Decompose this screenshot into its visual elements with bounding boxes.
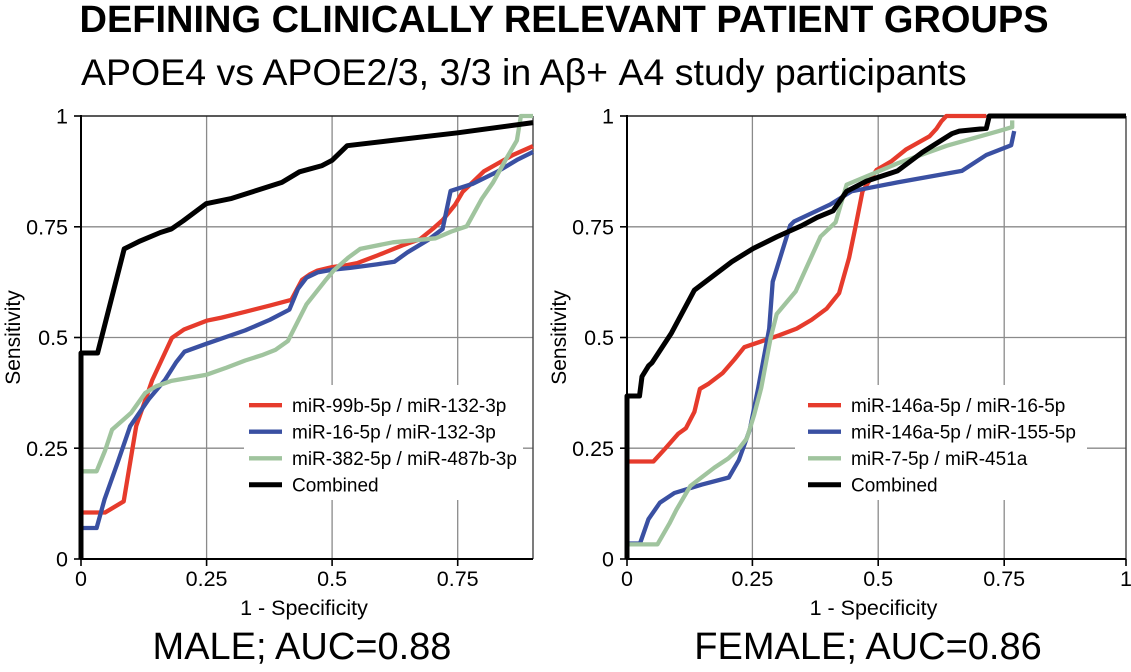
svg-text:0.5: 0.5 [863, 567, 893, 591]
svg-text:0.5: 0.5 [317, 567, 347, 591]
svg-text:miR-146a-5p / miR-16-5p: miR-146a-5p / miR-16-5p [851, 396, 1065, 417]
svg-text:1: 1 [56, 105, 68, 129]
svg-text:0: 0 [602, 548, 614, 572]
svg-text:Sensitivity: Sensitivity [548, 290, 571, 385]
svg-text:Sensitivity: Sensitivity [2, 290, 25, 385]
svg-text:0.75: 0.75 [26, 215, 68, 239]
svg-text:miR-382-5p / miR-487b-3p: miR-382-5p / miR-487b-3p [292, 449, 517, 470]
svg-text:0.75: 0.75 [983, 567, 1025, 591]
svg-text:MALE; AUC=0.88: MALE; AUC=0.88 [153, 626, 452, 668]
svg-text:0.25: 0.25 [186, 567, 228, 591]
svg-text:miR-146a-5p / miR-155-5p: miR-146a-5p / miR-155-5p [851, 423, 1076, 444]
svg-text:0.75: 0.75 [437, 567, 479, 591]
svg-text:miR-16-5p / miR-132-3p: miR-16-5p / miR-132-3p [292, 423, 496, 444]
svg-text:0: 0 [75, 567, 87, 591]
svg-text:0.25: 0.25 [26, 437, 68, 461]
svg-text:1: 1 [1120, 567, 1131, 591]
svg-text:0: 0 [56, 548, 68, 572]
svg-text:miR-99b-5p / miR-132-3p: miR-99b-5p / miR-132-3p [292, 396, 506, 417]
svg-text:APOE4 vs APOE2/3, 3/3 in Aβ+ A: APOE4 vs APOE2/3, 3/3 in Aβ+ A4 study pa… [81, 51, 967, 93]
svg-text:1: 1 [602, 105, 614, 129]
svg-text:0.75: 0.75 [572, 215, 614, 239]
svg-text:0.5: 0.5 [584, 326, 614, 350]
svg-text:1 - Specificity: 1 - Specificity [240, 596, 368, 620]
svg-text:FEMALE; AUC=0.86: FEMALE; AUC=0.86 [694, 626, 1041, 668]
svg-text:1 - Specificity: 1 - Specificity [810, 596, 938, 620]
svg-text:0.25: 0.25 [731, 567, 773, 591]
svg-text:Combined: Combined [851, 476, 938, 497]
svg-text:0.25: 0.25 [572, 437, 614, 461]
svg-text:miR-7-5p / miR-451a: miR-7-5p / miR-451a [851, 449, 1028, 470]
svg-text:Combined: Combined [292, 476, 379, 497]
svg-text:DEFINING CLINICALLY RELEVANT P: DEFINING CLINICALLY RELEVANT PATIENT GRO… [80, 0, 1049, 41]
svg-text:0.5: 0.5 [38, 326, 68, 350]
svg-text:0: 0 [621, 567, 633, 591]
